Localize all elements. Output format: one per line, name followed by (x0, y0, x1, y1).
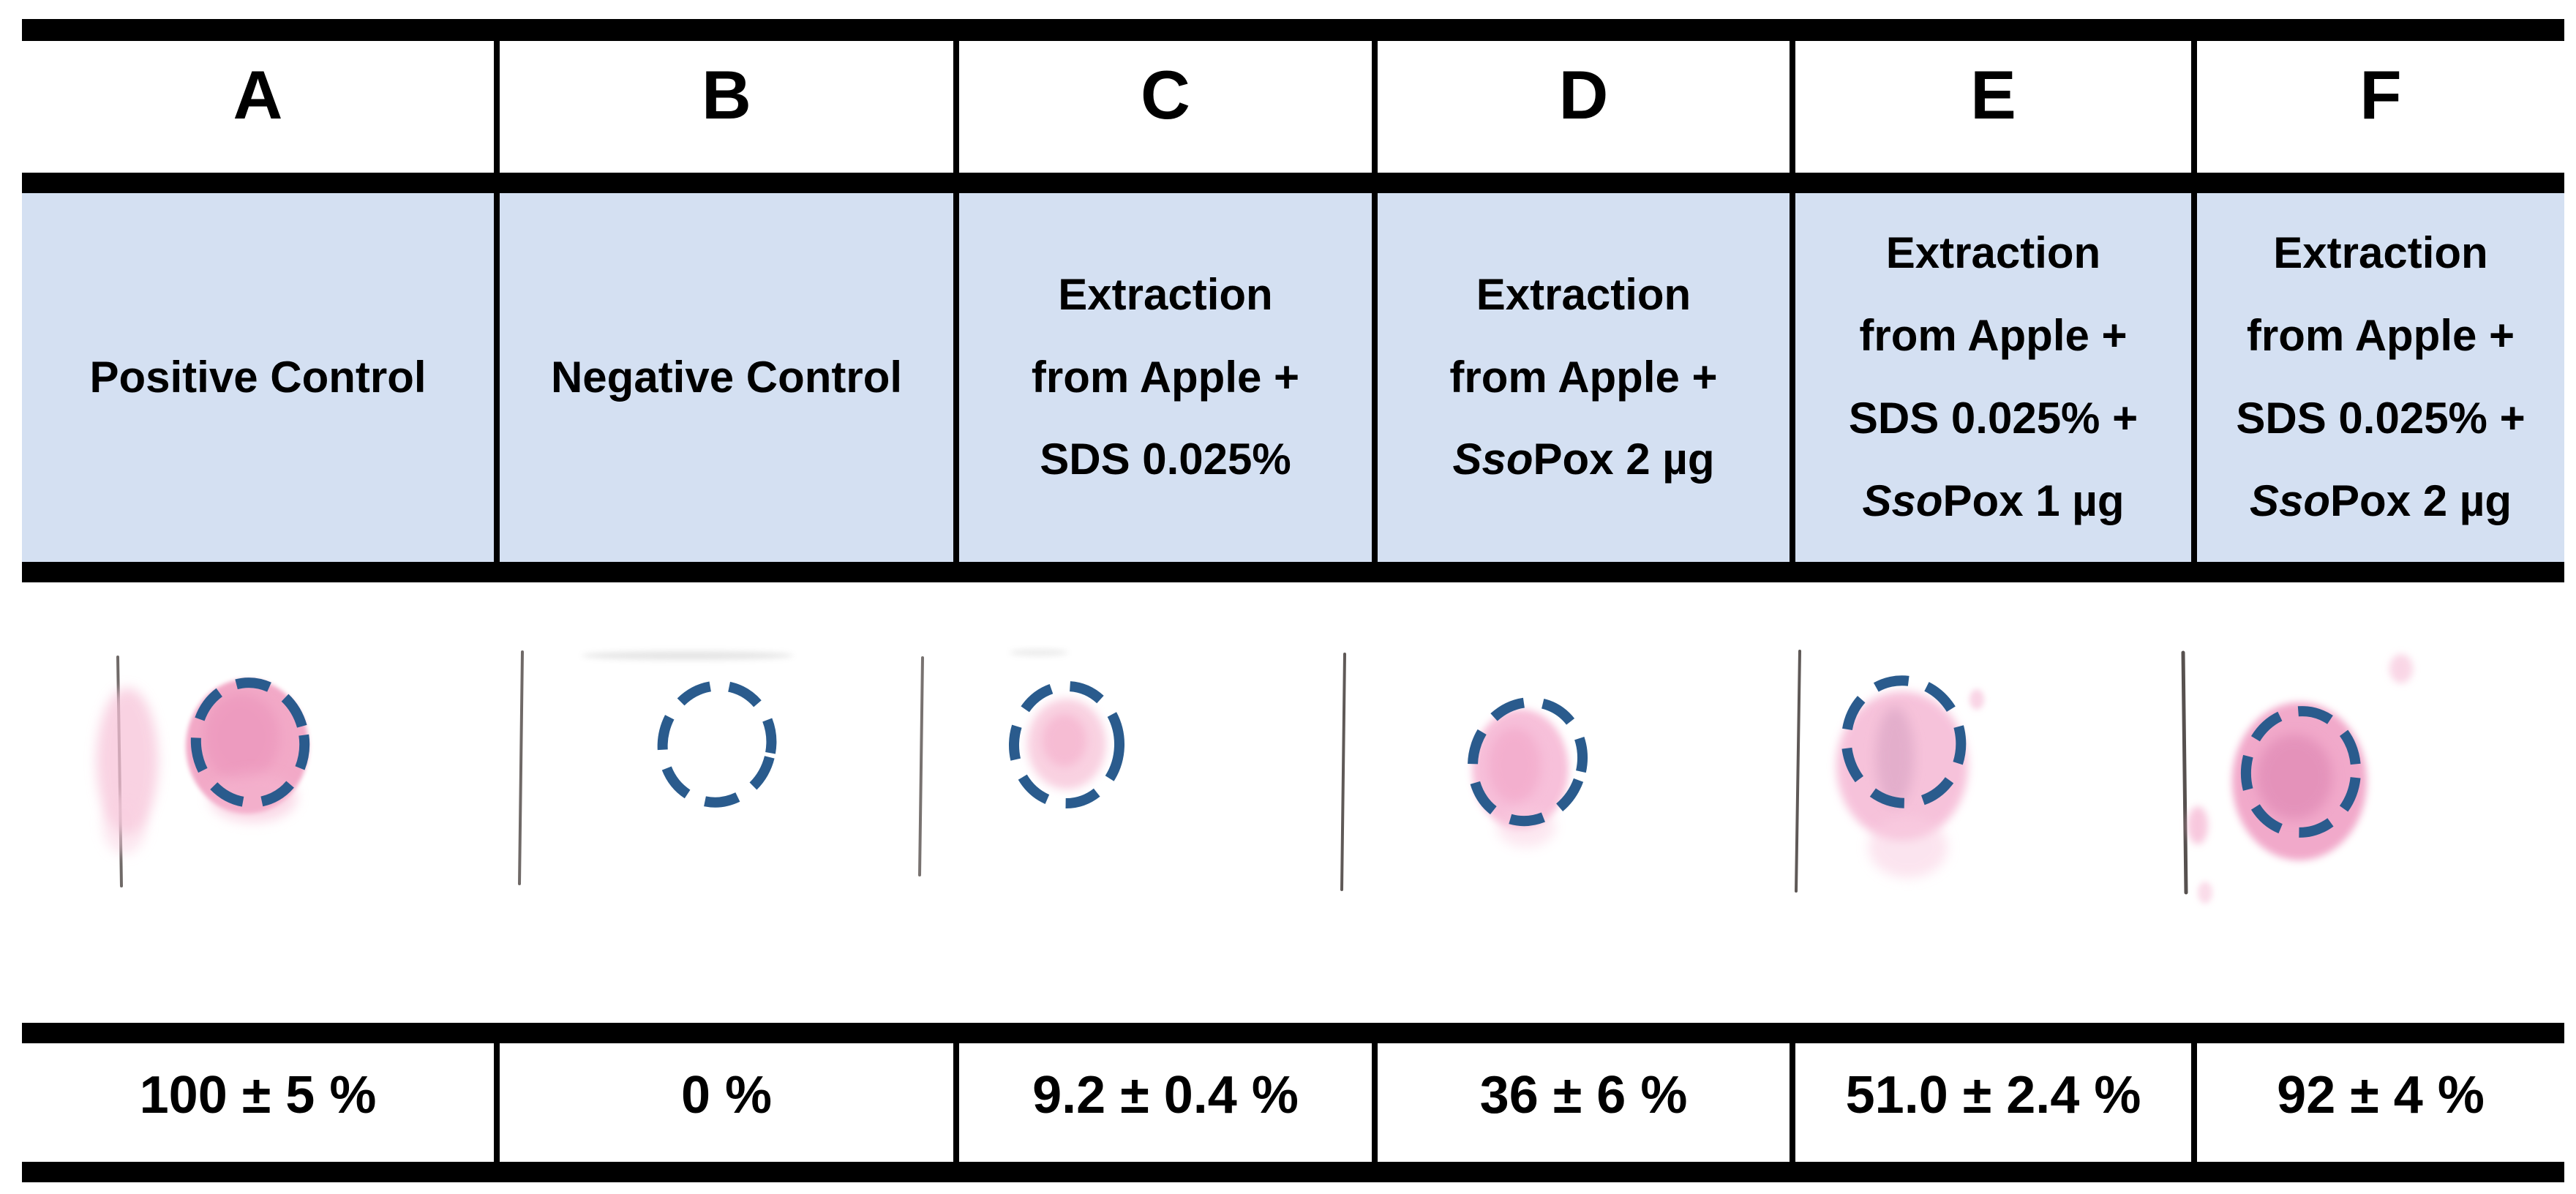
column-header-b: B (494, 41, 953, 173)
condition-a: Positive Control (22, 193, 494, 562)
blot-strip-c (1008, 681, 1125, 808)
result-value-b: 0 % (494, 1043, 953, 1162)
blot-spot (1869, 816, 1948, 878)
blot-spot (1043, 714, 1086, 767)
blot-spot (1488, 727, 1541, 803)
table-border-bottom (22, 1162, 2564, 1182)
blot-spot (97, 688, 158, 834)
result-value-a: 100 ± 5 % (22, 1043, 494, 1162)
condition-e: Extraction from Apple + SDS 0.025% + SsoPox… (1790, 193, 2191, 562)
table-border-under-letters (22, 173, 2564, 193)
dot-blot-graphics (97, 649, 2413, 904)
blot-spot (1876, 707, 1914, 806)
blot-spot (2389, 654, 2413, 683)
blot-spot (209, 773, 297, 822)
scan-smudge (582, 651, 794, 660)
membrane-edge-line (1795, 650, 1801, 893)
condition-row: Positive Control Negative Control Extrac… (22, 193, 2564, 562)
blot-spot (2188, 806, 2208, 844)
blot-strip-f (2188, 654, 2413, 904)
condition-c: Extraction from Apple + SDS 0.025% (953, 193, 1372, 562)
result-value-c: 9.2 ± 0.4 % (953, 1043, 1372, 1162)
condition-f: Extraction from Apple + SDS 0.025% + SsoPox… (2191, 193, 2564, 562)
membrane-edge-line (518, 650, 524, 885)
result-value-f: 92 ± 4 % (2191, 1043, 2564, 1162)
blot-spot (203, 694, 279, 781)
dashed-circle-icon (1008, 681, 1125, 808)
blot-spot (1497, 806, 1555, 847)
result-value-d: 36 ± 6 % (1372, 1043, 1790, 1162)
membrane-edge-line (1340, 653, 1346, 891)
column-header-d: D (1372, 41, 1790, 173)
column-header-c: C (953, 41, 1372, 173)
blot-strip-e (1836, 675, 1984, 878)
condition-b: Negative Control (494, 193, 953, 562)
table-border-above-results (22, 1023, 2564, 1043)
dashed-circle-icon (657, 680, 777, 808)
blot-strip-a (97, 677, 310, 855)
blot-spot (102, 793, 146, 855)
column-header-a: A (22, 41, 494, 173)
blot-spot (2256, 735, 2332, 819)
blot-strip-d (1468, 696, 1588, 847)
blot-spot (2198, 882, 2212, 904)
table-border-under-conditions (22, 562, 2564, 582)
scan-artifacts (582, 649, 1068, 660)
dot-blot-image-band (0, 582, 2576, 1023)
blot-spot (1969, 689, 1984, 710)
membrane-edge-line (918, 656, 924, 876)
table-border-top (22, 19, 2564, 41)
dashed-circle-icon (1841, 675, 1967, 808)
column-header-f: F (2191, 41, 2564, 173)
blot-strip-b (657, 680, 777, 808)
condition-d: Extraction from Apple + SsoPox 2 µg (1372, 193, 1790, 562)
column-letter-row: A B C D E F (22, 41, 2564, 173)
result-row: 100 ± 5 % 0 % 9.2 ± 0.4 % 36 ± 6 % 51.0 … (22, 1043, 2564, 1162)
column-header-e: E (1790, 41, 2191, 173)
membrane-edge-line (2181, 650, 2188, 895)
result-value-e: 51.0 ± 2.4 % (1790, 1043, 2191, 1162)
scan-smudge (1010, 649, 1068, 656)
